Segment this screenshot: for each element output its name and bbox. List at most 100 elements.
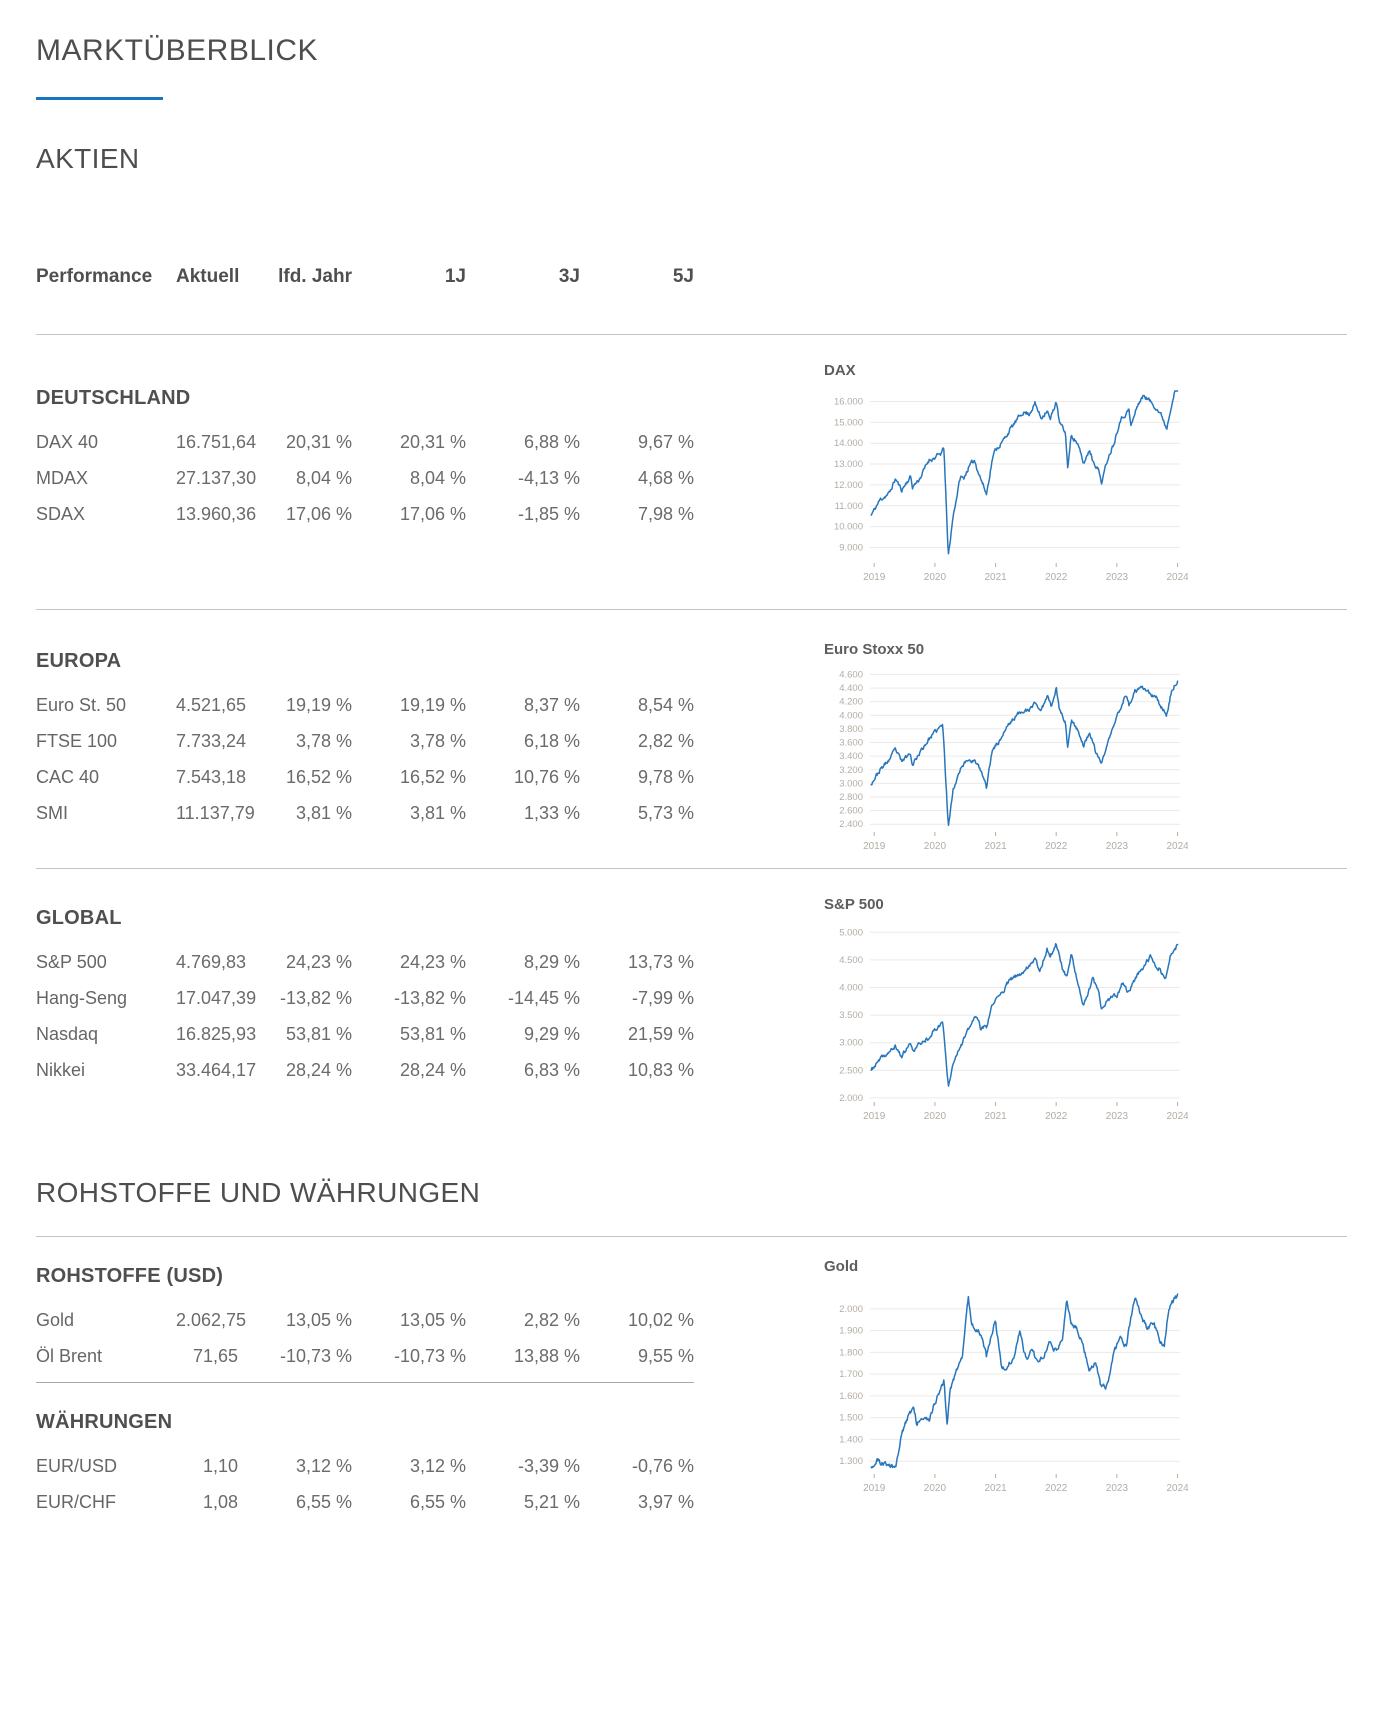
row-value: 3,97 % bbox=[637, 1492, 694, 1512]
chart-title-sp500: S&P 500 bbox=[824, 896, 884, 913]
row-value: 20,31 % bbox=[399, 432, 466, 452]
row-value: 16,52 % bbox=[399, 767, 466, 787]
row-value: 13,88 % bbox=[513, 1346, 580, 1366]
y-axis-label: 4.500 bbox=[839, 955, 863, 966]
section-title-aktien: AKTIEN bbox=[36, 143, 140, 174]
row-value: 16.825,93 bbox=[176, 1024, 257, 1044]
rohstoffe-table-body: Gold 2.062,75 13,05 % 13,05 % 2,82 % 10,02 % Ö… bbox=[36, 1302, 694, 1374]
table-row: Öl Brent 71,65 -10,73 % -10,73 % 13,88 % 9,55… bbox=[36, 1338, 694, 1374]
x-axis-label: 2022 bbox=[1045, 1111, 1068, 1122]
y-axis-label: 11.000 bbox=[835, 501, 863, 512]
row-label: Öl Brent bbox=[36, 1346, 103, 1366]
row-label: CAC 40 bbox=[36, 767, 100, 787]
y-axis-label: 2.600 bbox=[839, 806, 863, 817]
row-value: 1,10 bbox=[202, 1456, 238, 1476]
row-value: 8,29 % bbox=[523, 952, 580, 972]
deutschland-table-body: DAX 40 16.751,64 20,31 % 20,31 % 6,88 % 9,67 … bbox=[36, 424, 694, 532]
row-value: 2,82 % bbox=[637, 731, 694, 751]
table-row: SMI 11.137,79 3,81 % 3,81 % 1,33 % 5,73 % bbox=[36, 795, 694, 831]
row-label: S&P 500 bbox=[36, 952, 107, 972]
y-axis-label: 1.600 bbox=[839, 1391, 863, 1402]
y-axis-label: 2.800 bbox=[839, 792, 863, 803]
row-value: -14,45 % bbox=[507, 988, 580, 1008]
row-label: Nasdaq bbox=[36, 1024, 99, 1044]
section-deutschland: DEUTSCHLAND DAX 40 16.751,64 20,31 % 20,31 … bbox=[36, 335, 1347, 609]
divider bbox=[36, 609, 1347, 610]
row-value: 3,12 % bbox=[409, 1456, 466, 1476]
y-axis-label: 3.500 bbox=[839, 1010, 863, 1021]
x-axis-label: 2024 bbox=[1166, 841, 1188, 852]
group-heading-global: GLOBAL bbox=[36, 907, 122, 929]
row-value: 28,24 % bbox=[399, 1060, 466, 1080]
row-value: 19,19 % bbox=[285, 695, 352, 715]
divider bbox=[36, 1382, 694, 1383]
euro-stoxx-50-chart: 4.600 4.400 4.200 4.000 3.800 3.600 3.400 3.200… bbox=[820, 669, 1200, 856]
accent-underline bbox=[36, 97, 163, 100]
x-axis-label: 2023 bbox=[1106, 572, 1129, 583]
table-row: CAC 40 7.543,18 16,52 % 16,52 % 10,76 % 9,78 … bbox=[36, 759, 694, 795]
x-axis-label: 2023 bbox=[1106, 1111, 1129, 1122]
section-title-rohstoffe-waehrungen: ROHSTOFFE UND WÄHRUNGEN bbox=[36, 1177, 481, 1208]
row-value: 6,88 % bbox=[523, 432, 580, 452]
row-value: 8,04 % bbox=[409, 468, 466, 488]
column-header-lfd-jahr: lfd. Jahr bbox=[278, 266, 352, 287]
column-header-5j: 5J bbox=[672, 266, 694, 287]
x-axis-label: 2023 bbox=[1106, 1483, 1129, 1494]
row-value: 3,78 % bbox=[409, 731, 466, 751]
row-label: MDAX bbox=[36, 468, 89, 488]
row-value: -1,85 % bbox=[517, 504, 580, 524]
x-axis-label: 2020 bbox=[924, 1483, 947, 1494]
chart-title-euro-stoxx-50: Euro Stoxx 50 bbox=[824, 641, 925, 658]
column-header-aktuell: Aktuell bbox=[176, 266, 240, 287]
divider bbox=[36, 334, 1347, 335]
row-value: 71,65 bbox=[192, 1346, 238, 1366]
row-value: 9,67 % bbox=[637, 432, 694, 452]
y-axis-label: 12.000 bbox=[834, 480, 863, 491]
x-axis-label: 2019 bbox=[863, 1111, 886, 1122]
y-axis-label: 5.000 bbox=[839, 927, 863, 938]
y-axis-label: 4.400 bbox=[839, 683, 863, 694]
row-value: 6,55 % bbox=[295, 1492, 352, 1512]
x-axis-label: 2021 bbox=[984, 841, 1007, 852]
row-value: 8,04 % bbox=[295, 468, 352, 488]
y-axis-label: 2.400 bbox=[839, 819, 863, 830]
chart-title-gold: Gold bbox=[824, 1258, 859, 1275]
price-line bbox=[870, 680, 1179, 827]
row-value: 21,59 % bbox=[627, 1024, 694, 1044]
row-value: 7.733,24 bbox=[176, 731, 247, 751]
section-global: GLOBAL S&P 500 4.769,83 24,23 % 24,23 % 8,29… bbox=[36, 869, 1347, 1148]
x-axis-label: 2024 bbox=[1166, 1111, 1188, 1122]
row-value: 9,29 % bbox=[523, 1024, 580, 1044]
row-value: 5,21 % bbox=[523, 1492, 580, 1512]
y-axis-label: 4.000 bbox=[839, 710, 863, 721]
row-value: -10,73 % bbox=[393, 1346, 466, 1366]
y-axis-label: 4.000 bbox=[839, 983, 863, 994]
row-value: 9,55 % bbox=[637, 1346, 694, 1366]
section-europa: EUROPA Euro St. 50 4.521,65 19,19 % 19,19 %… bbox=[36, 610, 1347, 868]
row-label: SMI bbox=[36, 803, 69, 823]
row-label: Hang-Seng bbox=[36, 988, 128, 1008]
chart-title-dax: DAX bbox=[824, 362, 856, 379]
row-value: 9,78 % bbox=[637, 767, 694, 787]
row-value: 13.960,36 bbox=[176, 504, 257, 524]
divider bbox=[36, 868, 1347, 869]
row-value: 3,12 % bbox=[295, 1456, 352, 1476]
row-value: 10,76 % bbox=[513, 767, 580, 787]
row-value: 1,33 % bbox=[523, 803, 580, 823]
group-heading-rohstoffe-usd: ROHSTOFFE (USD) bbox=[36, 1265, 224, 1287]
y-axis-label: 2.000 bbox=[839, 1304, 863, 1315]
table-row: EUR/USD 1,10 3,12 % 3,12 % -3,39 % -0,76 % bbox=[36, 1448, 694, 1484]
x-axis-label: 2023 bbox=[1106, 841, 1129, 852]
x-axis-label: 2022 bbox=[1045, 1483, 1068, 1494]
table-row: Nikkei 33.464,17 28,24 % 28,24 % 6,83 % 10,83… bbox=[36, 1052, 694, 1088]
row-value: 27.137,30 bbox=[176, 468, 257, 488]
x-axis-label: 2021 bbox=[984, 572, 1007, 583]
x-axis-label: 2022 bbox=[1045, 572, 1068, 583]
row-value: 17,06 % bbox=[399, 504, 466, 524]
global-table-body: S&P 500 4.769,83 24,23 % 24,23 % 8,29 % 13,73… bbox=[36, 944, 694, 1088]
y-axis-label: 15.000 bbox=[834, 417, 863, 428]
row-label: FTSE 100 bbox=[36, 731, 118, 751]
y-axis-label: 1.300 bbox=[839, 1456, 863, 1467]
y-axis-label: 3.000 bbox=[839, 1038, 863, 1049]
